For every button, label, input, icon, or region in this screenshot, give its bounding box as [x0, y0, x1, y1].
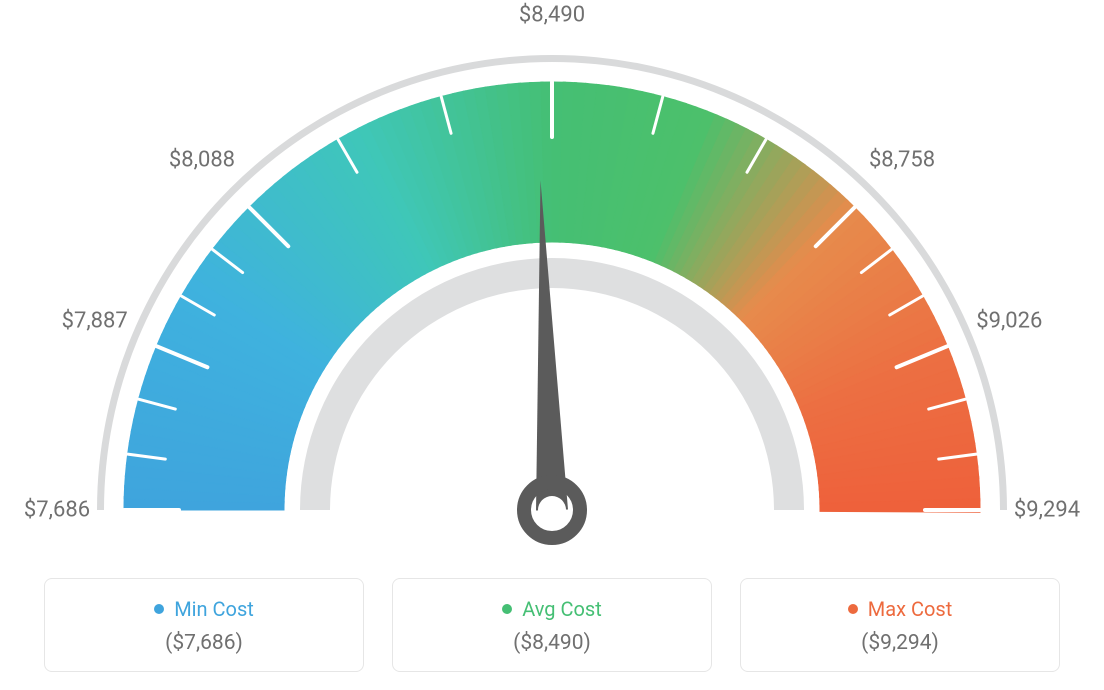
legend-card-min: Min Cost ($7,686) [44, 578, 364, 672]
gauge-tick-label: $8,088 [169, 147, 235, 172]
legend-title-text-min: Min Cost [174, 597, 254, 621]
gauge-tick-label: $7,686 [24, 498, 90, 523]
gauge-tick-label: $8,758 [869, 147, 935, 172]
legend-dot-avg [502, 604, 512, 614]
legend-title-avg: Avg Cost [502, 597, 602, 621]
legend-value-avg: ($8,490) [403, 631, 701, 655]
legend-title-text-avg: Avg Cost [522, 597, 602, 621]
legend-value-max: ($9,294) [751, 631, 1049, 655]
legend-title-max: Max Cost [848, 597, 953, 621]
legend-card-avg: Avg Cost ($8,490) [392, 578, 712, 672]
legend-card-max: Max Cost ($9,294) [740, 578, 1060, 672]
legend-dot-min [154, 604, 164, 614]
gauge-tick-label: $8,490 [519, 3, 585, 28]
legend-title-min: Min Cost [154, 597, 254, 621]
gauge-chart: $7,686 $7,887 $8,088 $8,490 $8,758 $9,026 $9,2… [0, 0, 1104, 560]
legend-value-min: ($7,686) [55, 631, 353, 655]
gauge-tick-label: $7,887 [62, 308, 128, 333]
gauge-svg [0, 0, 1104, 560]
gauge-tick-label: $9,026 [976, 308, 1042, 333]
legend-title-text-max: Max Cost [868, 597, 953, 621]
legend-row: Min Cost ($7,686) Avg Cost ($8,490) Max … [0, 578, 1104, 672]
gauge-tick-label: $9,294 [1014, 498, 1080, 523]
legend-dot-max [848, 604, 858, 614]
